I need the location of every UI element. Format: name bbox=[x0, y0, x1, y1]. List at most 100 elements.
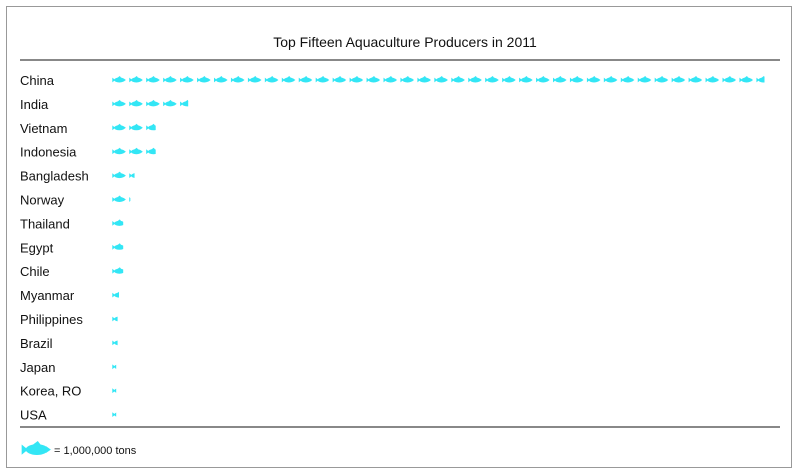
fish-icon bbox=[112, 171, 126, 179]
bar-vietnam bbox=[112, 123, 156, 131]
fish-icon bbox=[112, 76, 126, 83]
fish-icon bbox=[112, 243, 124, 250]
fish-icon bbox=[129, 171, 135, 179]
fish-icon bbox=[569, 76, 584, 83]
fish-icon bbox=[366, 76, 381, 83]
fish-icon bbox=[180, 99, 189, 107]
fish-icon bbox=[654, 76, 669, 83]
fish-icon bbox=[197, 76, 211, 83]
category-label: Egypt bbox=[20, 240, 54, 255]
bar-norway bbox=[112, 195, 131, 202]
category-label: Vietnam bbox=[20, 121, 67, 136]
category-label: India bbox=[20, 97, 49, 112]
bar-china bbox=[112, 76, 765, 83]
fish-icon bbox=[112, 195, 126, 202]
fish-icon bbox=[400, 76, 415, 83]
category-label: Brazil bbox=[20, 336, 53, 351]
fish-icon bbox=[502, 76, 516, 83]
category-label: Japan bbox=[20, 360, 55, 375]
fish-icon bbox=[112, 147, 126, 155]
fish-icon bbox=[163, 76, 177, 83]
fish-icon bbox=[349, 76, 364, 83]
fish-icon bbox=[281, 76, 296, 83]
category-label: Chile bbox=[20, 264, 50, 279]
fish-icon bbox=[146, 99, 160, 107]
fish-icon bbox=[112, 338, 118, 346]
bar-korea-ro bbox=[112, 386, 117, 394]
category-label: Thailand bbox=[20, 216, 70, 231]
fish-icon bbox=[264, 76, 279, 83]
bar-thailand bbox=[112, 219, 124, 226]
category-labels: China India Vietnam Indonesia Bangladesh Norw… bbox=[20, 73, 89, 423]
fish-icon bbox=[112, 99, 126, 107]
fish-icon bbox=[214, 76, 228, 83]
fish-icon bbox=[112, 386, 117, 394]
bar-indonesia bbox=[112, 147, 156, 155]
fish-icon bbox=[129, 195, 131, 202]
fish-icon bbox=[586, 76, 601, 83]
fish-icon bbox=[671, 76, 686, 83]
fish-icon bbox=[468, 76, 482, 83]
fish-icon bbox=[146, 76, 160, 83]
category-label: China bbox=[20, 73, 55, 88]
bar-myanmar bbox=[112, 291, 119, 298]
chart-frame bbox=[6, 6, 792, 468]
bar-chile bbox=[112, 267, 124, 274]
icon-bars bbox=[112, 76, 765, 418]
fish-icon bbox=[315, 76, 330, 83]
fish-icon bbox=[536, 76, 550, 83]
fish-icon bbox=[180, 76, 194, 83]
fish-icon bbox=[756, 76, 765, 83]
bar-japan bbox=[112, 362, 117, 370]
fish-icon bbox=[112, 410, 117, 418]
fish-icon bbox=[146, 147, 156, 155]
fish-icon bbox=[603, 76, 618, 83]
fish-icon bbox=[129, 76, 143, 83]
fish-icon bbox=[129, 99, 143, 107]
fish-icon bbox=[112, 219, 124, 226]
category-label: Norway bbox=[20, 193, 65, 208]
fish-icon bbox=[230, 76, 245, 83]
bar-india bbox=[112, 99, 189, 107]
fish-icon bbox=[112, 362, 117, 370]
fish-icon bbox=[637, 76, 652, 83]
fish-icon bbox=[112, 267, 124, 274]
fish-icon bbox=[722, 76, 737, 83]
fish-icon bbox=[21, 441, 51, 455]
fish-icon bbox=[129, 147, 143, 155]
bar-brazil bbox=[112, 338, 118, 346]
category-label: Bangladesh bbox=[20, 169, 89, 184]
fish-icon bbox=[620, 76, 635, 83]
fish-icon bbox=[451, 76, 465, 83]
category-label: USA bbox=[20, 408, 47, 423]
category-label: Philippines bbox=[20, 312, 83, 327]
fish-icon bbox=[298, 76, 313, 83]
fish-icon bbox=[417, 76, 431, 83]
bar-usa bbox=[112, 410, 117, 418]
fish-icon bbox=[485, 76, 499, 83]
category-label: Indonesia bbox=[20, 145, 77, 160]
fish-icon bbox=[383, 76, 398, 83]
fish-icon bbox=[129, 123, 143, 131]
bar-philippines bbox=[112, 315, 118, 322]
category-label: Korea, RO bbox=[20, 384, 81, 399]
fish-icon bbox=[553, 76, 567, 83]
fish-icon bbox=[519, 76, 533, 83]
fish-icon bbox=[739, 76, 754, 83]
fish-icon bbox=[247, 76, 262, 83]
fish-icon bbox=[688, 76, 703, 83]
fish-icon bbox=[332, 76, 347, 83]
fish-icon bbox=[434, 76, 448, 83]
bar-bangladesh bbox=[112, 171, 135, 179]
chart-title: Top Fifteen Aquaculture Producers in 201… bbox=[273, 34, 537, 50]
fish-icon bbox=[705, 76, 720, 83]
category-label: Myanmar bbox=[20, 288, 75, 303]
bar-egypt bbox=[112, 243, 124, 250]
fish-icon bbox=[112, 315, 118, 322]
legend: = 1,000,000 tons bbox=[21, 441, 137, 457]
fish-icon bbox=[146, 123, 156, 131]
fish-icon bbox=[112, 291, 119, 298]
fish-icon bbox=[163, 99, 177, 107]
legend-label: = 1,000,000 tons bbox=[54, 445, 137, 457]
